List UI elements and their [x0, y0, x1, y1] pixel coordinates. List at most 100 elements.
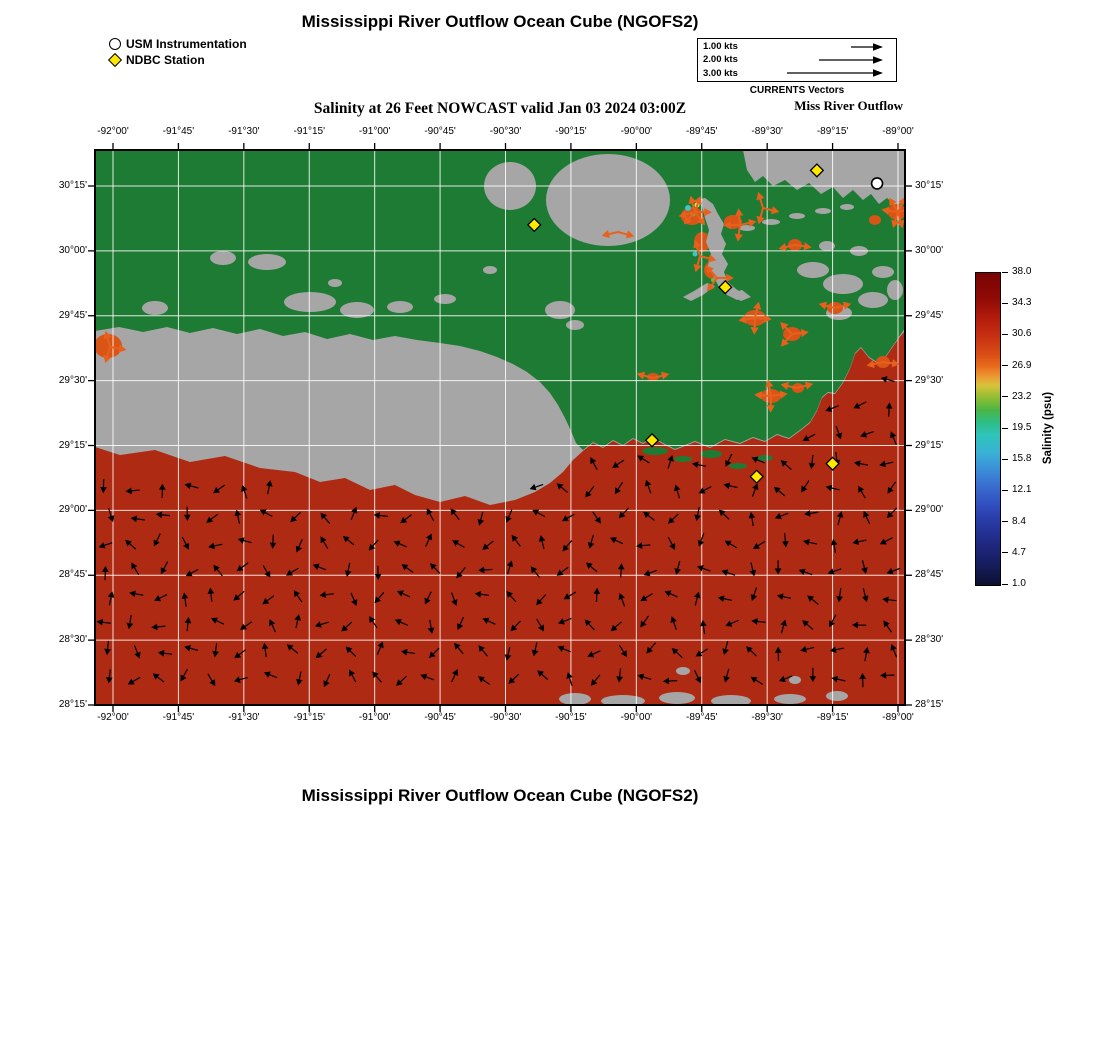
legend-item-usm: USM Instrumentation	[108, 36, 247, 52]
marker-legend: USM Instrumentation NDBC Station	[107, 36, 247, 68]
axis-tick-label: 29°30'	[915, 374, 944, 386]
colorbar-tick-label: 26.9	[1012, 359, 1032, 371]
axis-tick-label: -91°45'	[162, 712, 195, 723]
colorbar-axis-label: Salinity (psu)	[1042, 391, 1054, 465]
axis-tick-label: 29°45'	[58, 309, 87, 321]
ndbc-station-marker	[749, 469, 764, 484]
colorbar-tick-label: 1.0	[1012, 578, 1026, 589]
colorbar-tick-label: 4.7	[1012, 546, 1026, 558]
vector-scale-label: 2.00 kts	[703, 54, 738, 66]
axis-tick-label: 30°15'	[915, 180, 944, 191]
current-vector-field	[96, 376, 901, 688]
station-markers	[527, 163, 884, 484]
axis-tick-label: 29°45'	[915, 309, 944, 321]
axis-tick-label: -90°15'	[555, 126, 587, 137]
legend-item-ndbc: NDBC Station	[107, 52, 247, 68]
axis-tick-label: 28°30'	[915, 634, 944, 646]
axis-tick-label: 30°15'	[58, 180, 87, 191]
axis-tick-label: -92°00'	[97, 712, 129, 723]
page-title-bottom: Mississippi River Outflow Ocean Cube (NG…	[301, 786, 699, 805]
colorbar-tick-label: 38.0	[1012, 266, 1032, 277]
colorbar-tick	[1002, 396, 1008, 398]
colorbar-gradient	[975, 272, 1001, 586]
colorbar-tick-label: 34.3	[1012, 297, 1032, 309]
vector-scale-label: 3.00 kts	[703, 67, 738, 79]
legend-label-usm: USM Instrumentation	[126, 37, 247, 51]
colorbar-tick	[1002, 365, 1008, 367]
axis-tick-label: -90°45'	[424, 712, 456, 723]
axis-tick-label: -91°15'	[293, 712, 325, 723]
graticule	[95, 150, 905, 705]
vector-scale-row: 2.00 kts	[703, 54, 891, 66]
vector-scale-arrow-icon	[819, 56, 883, 64]
axis-tick-label: -89°30'	[751, 126, 783, 137]
axis-tick-label: -90°30'	[489, 712, 522, 723]
axis-tick-label: -91°30'	[228, 712, 260, 723]
axis-tick-label: -92°00'	[97, 126, 129, 137]
axis-tick-label: 28°15'	[58, 699, 87, 710]
colorbar-tick-label: 30.6	[1012, 328, 1032, 340]
delta-land	[695, 198, 745, 300]
ndbc-station-marker	[644, 433, 660, 448]
axis-tick-label: 28°45'	[58, 569, 87, 581]
lake	[546, 154, 670, 246]
vector-scale-arrow-icon	[787, 69, 883, 78]
axis-tick-label: 28°45'	[915, 569, 944, 581]
currents-vector-scale-box: 1.00 kts 2.00 kts 3.00 kts	[697, 38, 897, 82]
map-frame	[94, 149, 906, 706]
ndbc-station-marker	[809, 163, 825, 178]
colorbar-tick-label: 23.2	[1012, 390, 1032, 402]
colorbar-tick	[1002, 583, 1008, 585]
axis-tick-label: -89°45'	[686, 126, 718, 137]
usm-instrumentation-marker	[870, 177, 884, 190]
vector-scale-row: 1.00 kts	[703, 41, 891, 53]
colorbar-tick	[1002, 489, 1008, 491]
vector-scale-arrow-icon	[851, 42, 883, 51]
axis-tick-label: -91°30'	[228, 126, 260, 137]
colorbar-tick-label: 15.8	[1012, 453, 1032, 465]
salinity-map	[88, 143, 912, 712]
axis-tick-label: 29°30'	[58, 374, 87, 386]
axis-tick-label: -91°15'	[293, 126, 325, 137]
axis-tick-label: -89°15'	[816, 712, 849, 723]
axis-tick-label: 28°15'	[915, 699, 944, 710]
colorbar-tick-label: 19.5	[1012, 422, 1032, 433]
gulf-water	[95, 331, 905, 705]
colorbar-tick	[1002, 333, 1008, 335]
colorbar-tick-label: 12.1	[1012, 484, 1032, 496]
axis-tick-label: -90°00'	[620, 126, 653, 137]
axis-tick-label: -89°30'	[751, 712, 783, 723]
axis-tick-label: -90°00'	[620, 712, 653, 723]
axis-tick-label: -90°45'	[424, 126, 456, 137]
axis-tick-label: 30°00'	[58, 244, 87, 256]
currents-vectors-caption: CURRENTS Vectors	[749, 85, 845, 96]
colorbar-tick	[1002, 552, 1008, 554]
axis-tick-label: -91°00'	[358, 712, 391, 723]
axis-tick-label: 29°00'	[58, 504, 87, 516]
colorbar-tick	[1002, 521, 1008, 523]
vector-scale-row: 3.00 kts	[703, 67, 891, 79]
axis-ticks	[88, 143, 912, 712]
map-canvas	[88, 143, 912, 712]
legend-label-ndbc: NDBC Station	[126, 53, 205, 67]
usm-circle-icon	[108, 38, 122, 50]
vector-scale-label: 1.00 kts	[703, 41, 738, 53]
axis-tick-label: -90°30'	[489, 126, 522, 137]
axis-tick-label: -89°45'	[686, 712, 718, 723]
colorbar-tick-label: 8.4	[1012, 515, 1026, 527]
map-subtitle: Salinity at 26 Feet NOWCAST valid Jan 03…	[313, 100, 687, 117]
model-land-mask	[95, 150, 905, 450]
region-label: Miss River Outflow	[794, 98, 903, 113]
ndbc-station-marker	[718, 279, 733, 295]
axis-tick-label: 30°00'	[915, 244, 944, 256]
axis-tick-label: -89°15'	[816, 126, 849, 137]
plume-vectors	[103, 191, 905, 413]
colorbar-tick	[1002, 271, 1008, 273]
axis-tick-label: 28°30'	[58, 634, 87, 646]
axis-tick-label: -91°00'	[358, 126, 391, 137]
axis-tick-label: 29°15'	[915, 439, 944, 451]
axis-tick-label: -89°00'	[882, 126, 914, 137]
axis-tick-label: 29°15'	[58, 439, 87, 451]
coastal-land-north	[743, 150, 905, 205]
axis-tick-label: -89°00'	[882, 712, 914, 723]
